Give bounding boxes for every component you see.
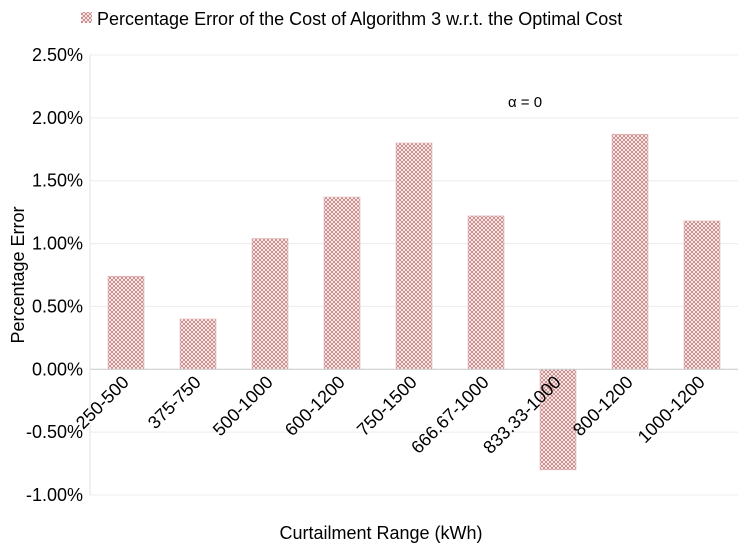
legend-swatch — [81, 12, 92, 23]
alpha-annotation: α = 0 — [508, 94, 542, 111]
x-tick-label: 500-1000 — [209, 372, 277, 440]
y-tick-label: -0.50% — [26, 422, 83, 442]
x-axis-tick-labels: 250-500 375-750 500-1000 600-1200 750-150066… — [72, 372, 709, 458]
bar-666.67-1000 — [467, 215, 505, 370]
x-tick-label: 250-500 — [72, 372, 133, 433]
bars — [107, 133, 721, 471]
x-tick-label: 800-1200 — [569, 372, 637, 440]
y-axis-title: Percentage Error — [8, 206, 28, 343]
x-tick-label: 1000-1200 — [634, 372, 709, 447]
y-tick-label: 2.50% — [32, 45, 83, 65]
bar-800-1200 — [611, 133, 649, 370]
y-tick-label: 0.00% — [32, 359, 83, 379]
y-tick-label: -1.00% — [26, 485, 83, 505]
bar-375-750 — [179, 318, 217, 370]
bar-833.33-1000 — [539, 368, 577, 471]
x-axis-title: Curtailment Range (kWh) — [279, 523, 482, 543]
y-tick-label: 0.50% — [32, 296, 83, 316]
bar-600-1200 — [323, 196, 361, 370]
x-tick-label: 750-1500 — [353, 372, 421, 440]
y-tick-label: 1.00% — [32, 234, 83, 254]
y-tick-label: 2.00% — [32, 108, 83, 128]
y-axis-tick-labels: -1.00% -0.50% 0.00% 0.50% 1.00% 1.50% 2.00% 2.5… — [26, 45, 83, 505]
y-tick-label: 1.50% — [32, 171, 83, 191]
legend-label: Percentage Error of the Cost of Algorith… — [97, 9, 622, 29]
x-tick-label: 375-750 — [144, 372, 205, 433]
bar-750-1500 — [395, 142, 433, 370]
bar-500-1000 — [251, 238, 289, 370]
x-tick-label: 600-1200 — [281, 372, 349, 440]
bar-1000-1200 — [683, 220, 721, 370]
legend: Percentage Error of the Cost of Algorith… — [81, 9, 622, 29]
bar-250-500 — [107, 275, 145, 370]
